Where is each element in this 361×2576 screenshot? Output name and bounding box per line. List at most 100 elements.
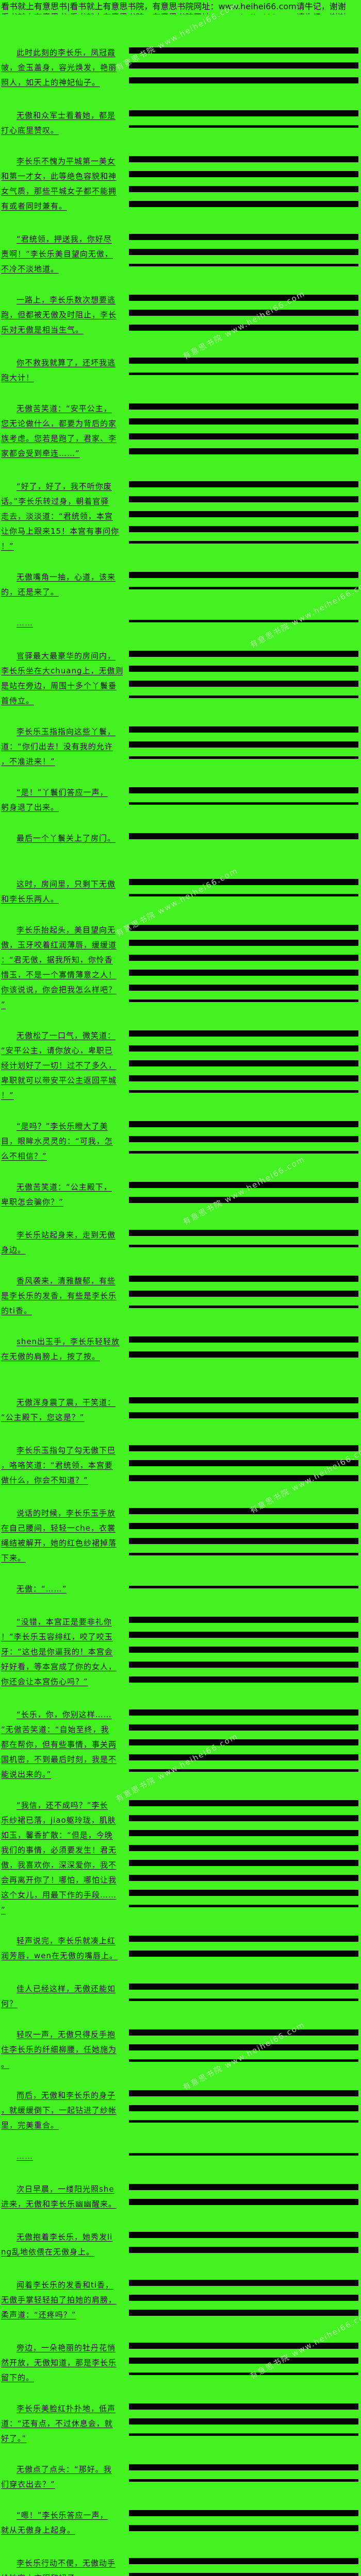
paragraph-row: 无傲和众军士看着她，都是 打心底里赞叹。 xyxy=(0,108,361,138)
novel-text-line: 无傲苦笑道：“安平公主， xyxy=(17,404,112,413)
novel-text-line: 在自己腰间，轻轻一che，衣裳 xyxy=(1,1523,116,1533)
novel-text-line: 么不相信？” xyxy=(1,1151,47,1161)
novel-text-line: 润芳唇，wen在无傲的嘴唇上。 xyxy=(1,1951,118,1960)
redaction-bars xyxy=(129,2508,358,2540)
novel-text-line: ！” xyxy=(1,1091,14,1100)
redaction-bar xyxy=(129,541,358,544)
redaction-bar xyxy=(129,249,358,255)
novel-paragraph: 香风袭来，清雅馥郁，有些 是李长乐的发香，有些是李长乐 的ti香。 xyxy=(0,1274,123,1318)
redaction-bar xyxy=(129,1739,358,1745)
novel-text-line: “是吗？”李长乐瞪大了美 xyxy=(17,1122,108,1131)
redaction-bars xyxy=(129,1395,358,1427)
novel-paragraph: 一路上，李长乐数次想要逃 跑，但都被无傲及时阻止，李长 乐对无傲是相当生气。 xyxy=(0,293,123,337)
redaction-bars xyxy=(129,2230,358,2262)
redaction-bar xyxy=(129,1998,358,2001)
redaction-bar xyxy=(129,1197,358,1203)
redaction-bar xyxy=(129,1905,358,1907)
redaction-bar xyxy=(129,2510,358,2516)
paragraph-row: “是！”丫鬟们答应一声， 躬身退了出来。 xyxy=(0,785,361,815)
redaction-bar xyxy=(129,940,358,946)
novel-text-line: 会再离开你了！哪怕，哪怕让我 xyxy=(1,1875,117,1885)
paragraph-row: 无傲苦笑道：“安平公主， 您无论做什么，都要为背后的家 族考虑。您若是跑了，君家、李… xyxy=(0,401,361,463)
redaction-bar xyxy=(129,2358,358,2364)
redaction-bar xyxy=(129,234,358,240)
novel-text-line: 好了。” xyxy=(1,2434,27,2443)
novel-paragraph: 佳人已经这样，无傲还能如 何？ xyxy=(0,1981,123,2011)
novel-paragraph: 李长乐不愧为平城第一美女 和第一才女，此等绝色容貌和神 女气质，那些平城女子都不能拥… xyxy=(0,154,123,214)
novel-text-line: 里，完美重合。 xyxy=(1,2121,59,2130)
redaction-bars xyxy=(129,649,358,708)
redaction-bars xyxy=(129,616,358,633)
novel-text-line: 留下的。 xyxy=(1,2373,35,2382)
redaction-bar xyxy=(129,264,358,266)
redaction-bar xyxy=(129,1151,358,1154)
paragraph-row: 这时，房间里，只剩下无傲 和李长乐两人。 xyxy=(0,877,361,907)
redaction-bar xyxy=(129,358,358,364)
novel-text-line: 闻着李长乐的发香和ti香， xyxy=(17,2280,114,2290)
novel-text-line: “长乐，你，你别这样…… xyxy=(17,1710,112,1719)
novel-paragraph: 无傲点了点头：“那好。我 们穿衣出去？” xyxy=(0,2462,123,2492)
paragraph-row: “嗯！”李长乐答应一声， 就从无傲身上起身。 xyxy=(0,2508,361,2540)
novel-text-line: ，不准进来！” xyxy=(1,757,55,766)
redaction-bar xyxy=(129,620,358,622)
redaction-bar xyxy=(129,1245,358,1247)
novel-paragraph: “好了，好了，我不听你废 话。”李长乐转过身，朝着官驿 走去，淡淡道：“君统领，本宫… xyxy=(0,479,123,554)
redaction-bar xyxy=(129,2464,358,2470)
novel-text-line: 都在帮你，但有些事情，事关两 xyxy=(1,1740,117,1749)
novel-text-line: “没错，本宫正是要非礼你 xyxy=(17,1617,112,1626)
redaction-bar xyxy=(129,1860,358,1866)
redaction-bar xyxy=(129,1291,358,1297)
paragraph-row: 你不救我就算了，还坏我逃 跑大计！ xyxy=(0,355,361,385)
header-promo: 看书就上有意思书|看书就上有意思书院，有意思书院网址：www.heihei66.… xyxy=(1,1,361,14)
novel-text-line: ”无傲苦笑道：“自始至终，我 xyxy=(1,1725,109,1734)
novel-paragraph: 无傲抱着李长乐，她秀发li ng乱地依偎在无傲身上。 xyxy=(0,2230,123,2260)
novel-paragraph: 轻叹一声，无傲只得反手抱 住李长乐的纤细柳腰，任她施为。 xyxy=(0,2027,123,2072)
novel-text-line: ，咯咯笑道：“君统领，本宫要 xyxy=(1,1461,113,1470)
redaction-bar xyxy=(129,2479,358,2482)
novel-paragraph: 此时此刻的李长乐，凤冠霞 帔，金玉盖身，容光焕发，艳丽 照人，如天上的神妃仙子。 xyxy=(0,45,123,90)
novel-text-line: 做什么，你会不知道？” xyxy=(1,1476,88,1485)
novel-paragraph: 无傲嘴角一抽，心道，该来 的，还是来了。 xyxy=(0,570,123,600)
novel-text-line: 进来，无傲和李长乐幽幽醒来。 xyxy=(1,2199,117,2209)
novel-paragraph: “是吗？”李长乐瞪大了美目，眼眸水灵灵的：“可我，怎 么不相信？” xyxy=(0,1119,123,1164)
redaction-bar xyxy=(129,572,358,578)
redaction-bar xyxy=(129,403,358,410)
novel-text-line: 这个女儿，用最下作的手段…… xyxy=(1,1890,117,1900)
novel-text-line: 给她穿小衣服和裙子。 xyxy=(1,2571,123,2576)
redaction-bar xyxy=(129,1460,358,1466)
novel-text-line: 你该说说，你会把我怎么样吧？ xyxy=(1,985,117,994)
novel-paragraph: 而后，无傲和李长乐的身子 ，就缓缓倒下，一起钻进了纱帐 里，完美重合。 xyxy=(0,2088,123,2133)
redaction-bar xyxy=(129,2184,358,2190)
novel-text-line: 目，眼眸水灵灵的：“可我，怎 xyxy=(1,1137,113,1146)
paragraph-row: 李长乐玉指指向这些丫鬟， 道：“你们出去！没有我的允许 ，不准进来！” xyxy=(0,724,361,769)
novel-text-line: 柔声道：“还疼吗？” xyxy=(1,2310,76,2319)
redaction-bar xyxy=(129,2280,358,2286)
novel-paragraph: 官驿最大最豪华的房间内， 李长乐坐在大chuang上，无傲则 是站在旁边，周围十多个… xyxy=(0,649,123,708)
novel-text-line: 和李长乐两人。 xyxy=(1,894,59,904)
redaction-bar xyxy=(129,2372,358,2375)
novel-text-line: shen出玉手，李长乐轻轻放 xyxy=(17,1337,120,1346)
novel-content: 此时此刻的李长乐，凤冠霞 帔，金玉盖身，容光焕发，艳丽 照人，如天上的神妃仙子。无傲… xyxy=(0,45,361,2576)
novel-text-line: 无傲和众军士看着她，都是 xyxy=(17,111,116,120)
redaction-bars xyxy=(129,293,358,340)
novel-paragraph: shen出玉手，李长乐轻轻放在无傲的肩膀上，按了按。 xyxy=(0,1334,123,1364)
redaction-bars xyxy=(129,2182,358,2214)
novel-paragraph: 李长乐行动不便，无傲动手给她穿小衣服和裙子。 xyxy=(0,2556,123,2576)
redaction-bars xyxy=(129,232,358,277)
novel-text-line: 卑职怎会骗你？” xyxy=(1,1197,63,1207)
redaction-bar xyxy=(129,2433,358,2436)
novel-paragraph: 无傲苦笑道：“公主殿下， 卑职怎会骗你？” xyxy=(0,1180,123,1210)
redaction-bar xyxy=(129,2418,358,2425)
paragraph-row: 李长乐站起身来，走到无傲 身边。 xyxy=(0,1228,361,1258)
novel-text-line: 傲，玉牙咬着红润薄唇，缓缓道 xyxy=(1,940,117,950)
novel-text-line: 您无论做什么，都要为背后的家 xyxy=(1,419,117,428)
paragraph-row: “君统领，押送我，你好尽 责啊！”李长乐美目望向无傲， 不冷不淡地道。 xyxy=(0,232,361,277)
novel-text-line: ，就缓缓倒下，一起钻进了纱帐 xyxy=(1,2106,117,2115)
redaction-bar xyxy=(129,2120,358,2123)
novel-text-line: ng乱地依偎在无傲身上。 xyxy=(1,2247,95,2257)
redaction-bars xyxy=(129,1180,358,1212)
redaction-bar xyxy=(129,1351,358,1358)
novel-text-line: 在无傲的肩膀上，按了按。 xyxy=(1,1352,101,1361)
redaction-bar xyxy=(129,2343,358,2349)
redaction-bar xyxy=(129,62,358,69)
